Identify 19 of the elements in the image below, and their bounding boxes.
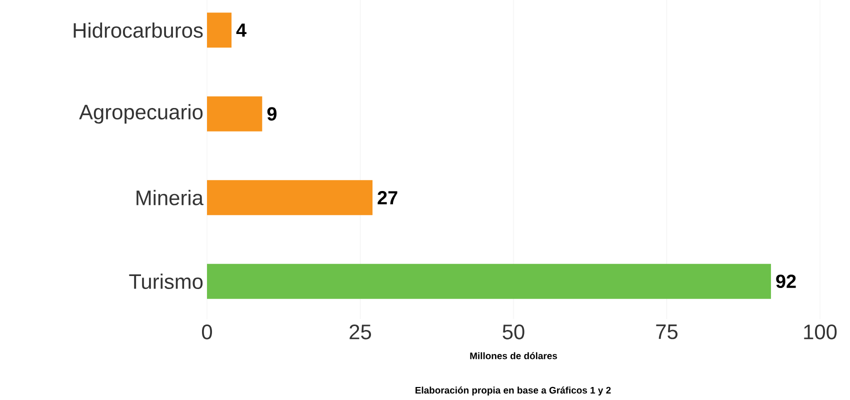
x-axis-title: Millones de dólares: [470, 352, 558, 360]
x-tick-label: 0: [202, 324, 212, 340]
x-tick-label: 50: [502, 324, 524, 340]
bar: [207, 12, 232, 48]
text: Elaboración propia en base a Gráficos 1 y 2: [416, 386, 611, 396]
x-tick-label: 100: [804, 324, 837, 340]
y-tick-label: Agropecuario: [79, 104, 203, 124]
bar: [207, 180, 373, 216]
bar: [207, 264, 771, 299]
data-label: 27: [378, 190, 398, 204]
data-label: 9: [267, 107, 277, 121]
data-label: 4: [236, 24, 246, 37]
y-tick-label: Mineria: [136, 190, 204, 206]
y-tick-label: Hidrocarburos: [74, 22, 203, 38]
x-tick-label: 25: [350, 324, 371, 340]
x-tick-label: 75: [656, 324, 678, 340]
data-label: 92: [776, 274, 796, 288]
bar: [207, 96, 262, 132]
y-tick-label: Turismo: [129, 274, 203, 290]
